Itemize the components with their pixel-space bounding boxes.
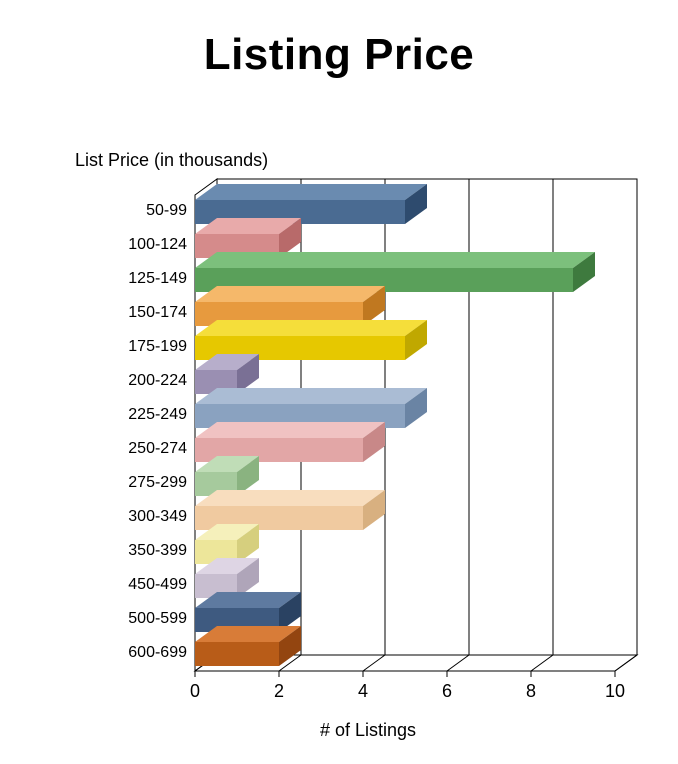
y-tick-label: 450-499 <box>117 576 187 594</box>
x-tick-label: 4 <box>353 681 373 702</box>
x-tick-label: 8 <box>521 681 541 702</box>
x-tick-label: 0 <box>185 681 205 702</box>
y-tick-label: 150-174 <box>117 304 187 322</box>
y-tick-label: 100-124 <box>117 236 187 254</box>
y-tick-label: 200-224 <box>117 372 187 390</box>
x-axis-label: # of Listings <box>320 720 416 741</box>
y-tick-label: 225-249 <box>117 406 187 424</box>
y-tick-label: 600-699 <box>117 644 187 662</box>
y-tick-label: 50-99 <box>117 202 187 220</box>
y-tick-label: 350-399 <box>117 542 187 560</box>
y-tick-label: 125-149 <box>117 270 187 288</box>
x-tick-label: 10 <box>605 681 625 702</box>
y-tick-label: 175-199 <box>117 338 187 356</box>
y-tick-label: 275-299 <box>117 474 187 492</box>
y-tick-label: 250-274 <box>117 440 187 458</box>
chart-canvas <box>0 0 678 764</box>
chart-page: Listing Price List Price (in thousands) … <box>0 0 678 764</box>
y-tick-label: 500-599 <box>117 610 187 628</box>
x-tick-label: 2 <box>269 681 289 702</box>
y-tick-label: 300-349 <box>117 508 187 526</box>
x-tick-label: 6 <box>437 681 457 702</box>
